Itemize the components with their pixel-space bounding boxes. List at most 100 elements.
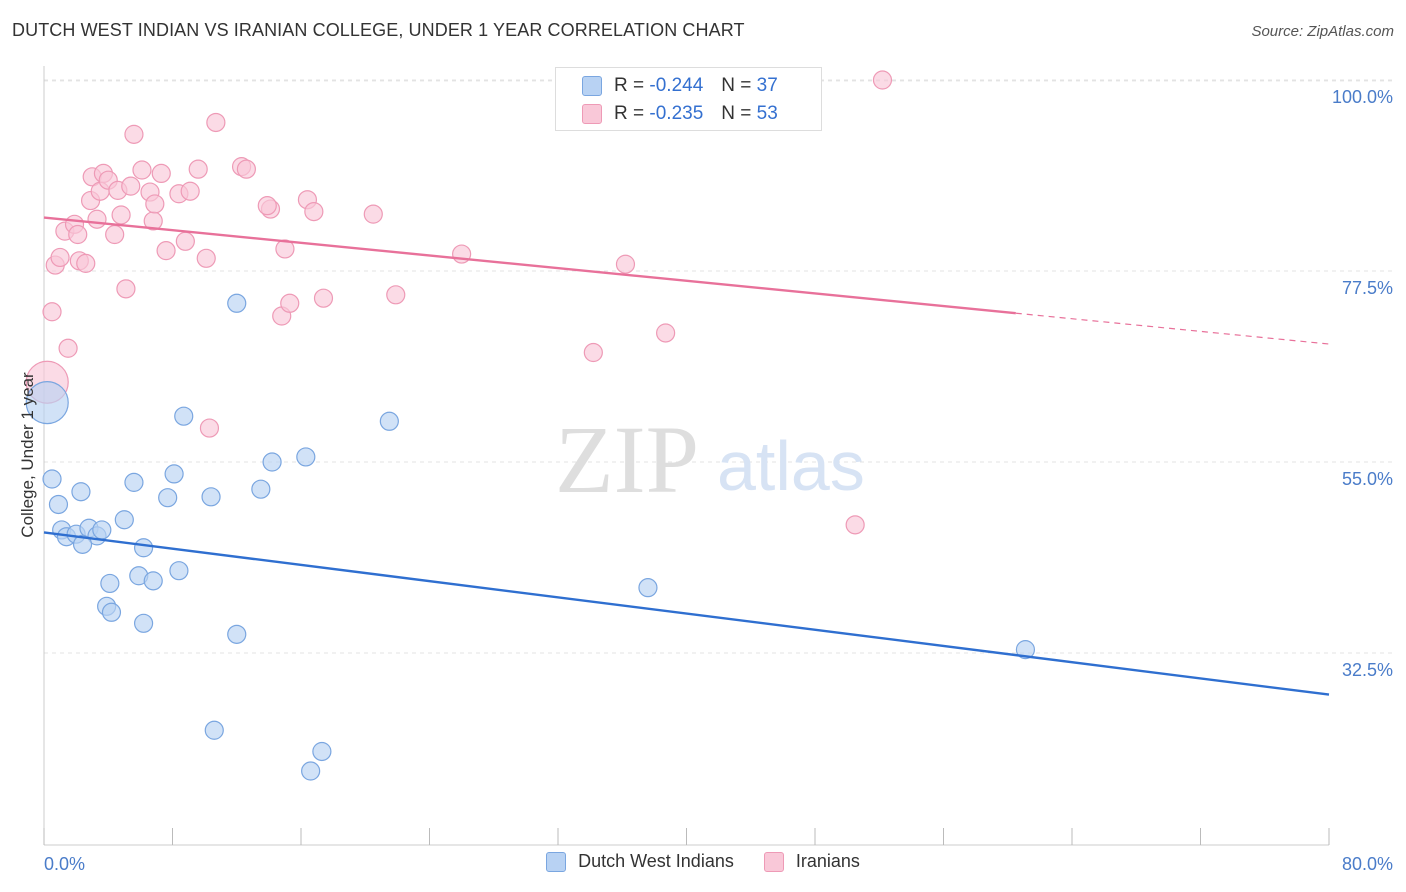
data-point (68, 224, 88, 245)
data-point (164, 464, 184, 484)
data-point (386, 285, 406, 305)
legend-swatch-blue (546, 851, 567, 872)
y-axis-label: College, Under 1 year (18, 372, 37, 538)
data-point (71, 482, 91, 502)
data-point (42, 469, 62, 489)
y-tick-labels: 100.0% 77.5% 55.0% 32.5% (1332, 87, 1393, 680)
data-point (50, 247, 70, 268)
data-point (845, 515, 865, 535)
r-label: R = (614, 103, 645, 124)
y-tick-label: 55.0% (1342, 469, 1393, 489)
legend-swatch-blue (582, 76, 602, 96)
trend-line-dutch-west-indians (43, 531, 1330, 696)
series-dutch-west-indians-points (25, 293, 1036, 781)
data-point (101, 602, 122, 622)
chart-title: DUTCH WEST INDIAN VS IRANIAN COLLEGE, UN… (12, 20, 745, 40)
data-point (169, 561, 189, 581)
data-point (313, 288, 334, 308)
data-point (124, 124, 144, 144)
data-point (615, 254, 636, 274)
data-point (363, 204, 383, 224)
data-point (251, 479, 271, 499)
data-point (116, 279, 136, 299)
legend-item-dutch-west-indians[interactable]: Dutch West Indians (546, 851, 734, 872)
data-point (76, 253, 96, 273)
data-point (111, 205, 131, 225)
data-point (199, 418, 220, 438)
data-point (105, 224, 125, 245)
data-point (25, 381, 69, 425)
data-point (204, 720, 224, 740)
data-point (296, 447, 316, 467)
data-point (201, 487, 221, 507)
stats-row-dutch-west-indians: R = -0.244 N = 37 (582, 72, 778, 100)
data-point (206, 112, 226, 133)
n-label: N = (721, 103, 752, 124)
data-point (58, 338, 78, 358)
r-value: -0.235 (649, 103, 704, 124)
data-point (132, 160, 152, 180)
series-legend: Dutch West Indians Iranians (0, 851, 1406, 872)
data-point (151, 163, 171, 183)
data-point (656, 323, 676, 343)
data-point (114, 510, 134, 530)
legend-item-iranians[interactable]: Iranians (763, 851, 860, 872)
data-point (72, 534, 93, 554)
data-point (257, 196, 277, 216)
data-point (227, 293, 247, 313)
data-point (156, 241, 176, 261)
source-label: Source: ZipAtlas.com (1251, 23, 1394, 40)
data-point (379, 411, 399, 431)
data-point (262, 452, 282, 472)
legend-swatch-pink (582, 104, 602, 124)
watermark: ZIP atlas (555, 406, 865, 513)
data-point (133, 613, 154, 633)
data-point (583, 342, 603, 363)
x-tick-label-max: 80.0% (1342, 854, 1393, 874)
data-point (188, 159, 208, 179)
data-point (304, 202, 324, 222)
data-point (92, 520, 112, 540)
y-tick-label: 32.5% (1342, 660, 1393, 680)
legend-label: Dutch West Indians (578, 851, 734, 871)
data-point (872, 70, 893, 90)
data-point (143, 571, 163, 591)
legend-label: Iranians (795, 851, 860, 871)
trend-lines (43, 216, 1330, 696)
data-point (121, 176, 141, 196)
data-point (158, 488, 178, 508)
data-point (87, 209, 107, 229)
x-axis-ticks (43, 828, 1330, 845)
data-point (48, 494, 69, 515)
y-tick-label: 77.5% (1342, 278, 1393, 298)
data-point (145, 194, 165, 214)
data-point (1015, 640, 1036, 660)
r-label: R = (614, 75, 645, 96)
data-point (133, 538, 154, 558)
data-point (180, 181, 200, 201)
stats-legend: R = -0.244 N = 37 R = -0.235 N = 53 (555, 67, 822, 131)
data-point (42, 302, 62, 322)
data-point (196, 248, 216, 268)
watermark-zip: ZIP (555, 406, 699, 513)
x-tick-label-min: 0.0% (44, 854, 85, 874)
n-value: 37 (756, 75, 778, 96)
data-point (312, 741, 332, 762)
data-point (236, 159, 256, 179)
data-point (175, 231, 195, 251)
trend-line-iranians (43, 216, 1016, 315)
legend-swatch-pink (763, 851, 784, 872)
data-point (227, 624, 247, 644)
n-value: 53 (756, 103, 778, 124)
y-tick-label: 100.0% (1332, 87, 1393, 107)
data-point (301, 761, 321, 781)
n-label: N = (721, 75, 752, 96)
data-point (275, 239, 295, 259)
r-value: -0.244 (649, 75, 704, 96)
data-point (100, 573, 120, 594)
data-point (638, 578, 658, 598)
watermark-atlas: atlas (717, 427, 865, 505)
stats-row-iranians: R = -0.235 N = 53 (582, 100, 778, 128)
data-point (124, 472, 144, 492)
trend-line-iranians-extension (1015, 312, 1330, 345)
